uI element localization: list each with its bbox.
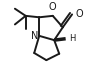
- Text: H: H: [69, 34, 76, 43]
- Text: N: N: [31, 31, 38, 41]
- Text: O: O: [49, 2, 57, 12]
- Text: O: O: [76, 9, 83, 19]
